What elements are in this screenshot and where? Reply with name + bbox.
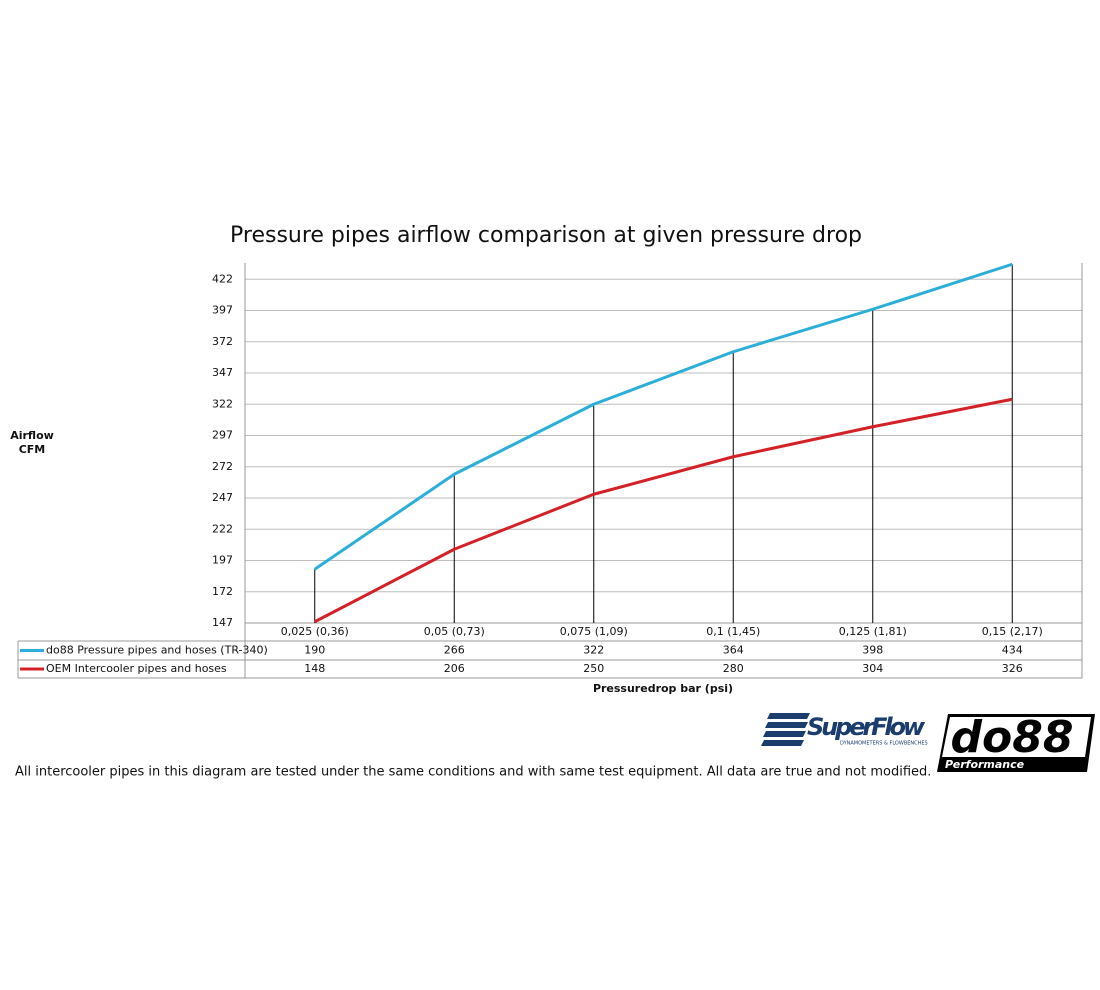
superflow-icon (761, 713, 810, 746)
x-tick-label: 0,025 (0,36) (281, 625, 349, 638)
legend-label: do88 Pressure pipes and hoses (TR-340) (46, 644, 268, 657)
table-value: 190 (304, 644, 325, 657)
y-tick-label: 197 (212, 554, 233, 567)
superflow-subtext: DYNAMOMETERS & FLOWBENCHES (840, 741, 928, 747)
superflow-logo: SuperFlow DYNAMOMETERS & FLOWBENCHES (761, 713, 928, 747)
table-value: 398 (862, 644, 883, 657)
chart-title: Pressure pipes airflow comparison at giv… (230, 223, 862, 248)
y-tick-label: 347 (212, 366, 233, 379)
table-value: 326 (1002, 662, 1023, 675)
table-value: 148 (304, 662, 325, 675)
do88-subtext: Performance (945, 758, 1025, 771)
legend-label: OEM Intercooler pipes and hoses (46, 662, 227, 675)
do88-logo: do88 Performance (937, 712, 1095, 772)
x-tick-label: 0,075 (1,09) (560, 625, 628, 638)
y-axis-label: CFM (19, 443, 46, 456)
table-value: 250 (583, 662, 604, 675)
x-tick-label: 0,1 (1,45) (706, 625, 760, 638)
table-value: 206 (444, 662, 465, 675)
y-tick-label: 147 (212, 616, 233, 629)
x-tick-label: 0,15 (2,17) (982, 625, 1043, 638)
x-axis-label: Pressuredrop bar (psi) (593, 682, 733, 695)
y-axis-label: Airflow (10, 429, 54, 442)
table-value: 266 (444, 644, 465, 657)
y-tick-label: 247 (212, 491, 233, 504)
do88-panel (942, 717, 1091, 757)
series-line (313, 262, 1013, 571)
y-tick-label: 172 (212, 585, 233, 598)
x-tick-label: 0,125 (1,81) (839, 625, 907, 638)
table-value: 322 (583, 644, 604, 657)
series-line (314, 397, 1013, 624)
y-tick-label: 397 (212, 304, 233, 317)
y-tick-label: 297 (212, 429, 233, 442)
footnote: All intercooler pipes in this diagram ar… (15, 765, 931, 780)
table-value: 304 (862, 662, 883, 675)
table-value: 434 (1002, 644, 1023, 657)
do88-text: do88 (951, 712, 1074, 763)
y-tick-label: 222 (212, 522, 233, 535)
y-tick-label: 372 (212, 335, 233, 348)
x-tick-label: 0,05 (0,73) (424, 625, 485, 638)
y-tick-label: 272 (212, 460, 233, 473)
y-tick-label: 322 (212, 397, 233, 410)
superflow-text: SuperFlow (807, 713, 926, 741)
table-value: 280 (723, 662, 744, 675)
y-tick-label: 422 (212, 272, 233, 285)
table-value: 364 (723, 644, 744, 657)
